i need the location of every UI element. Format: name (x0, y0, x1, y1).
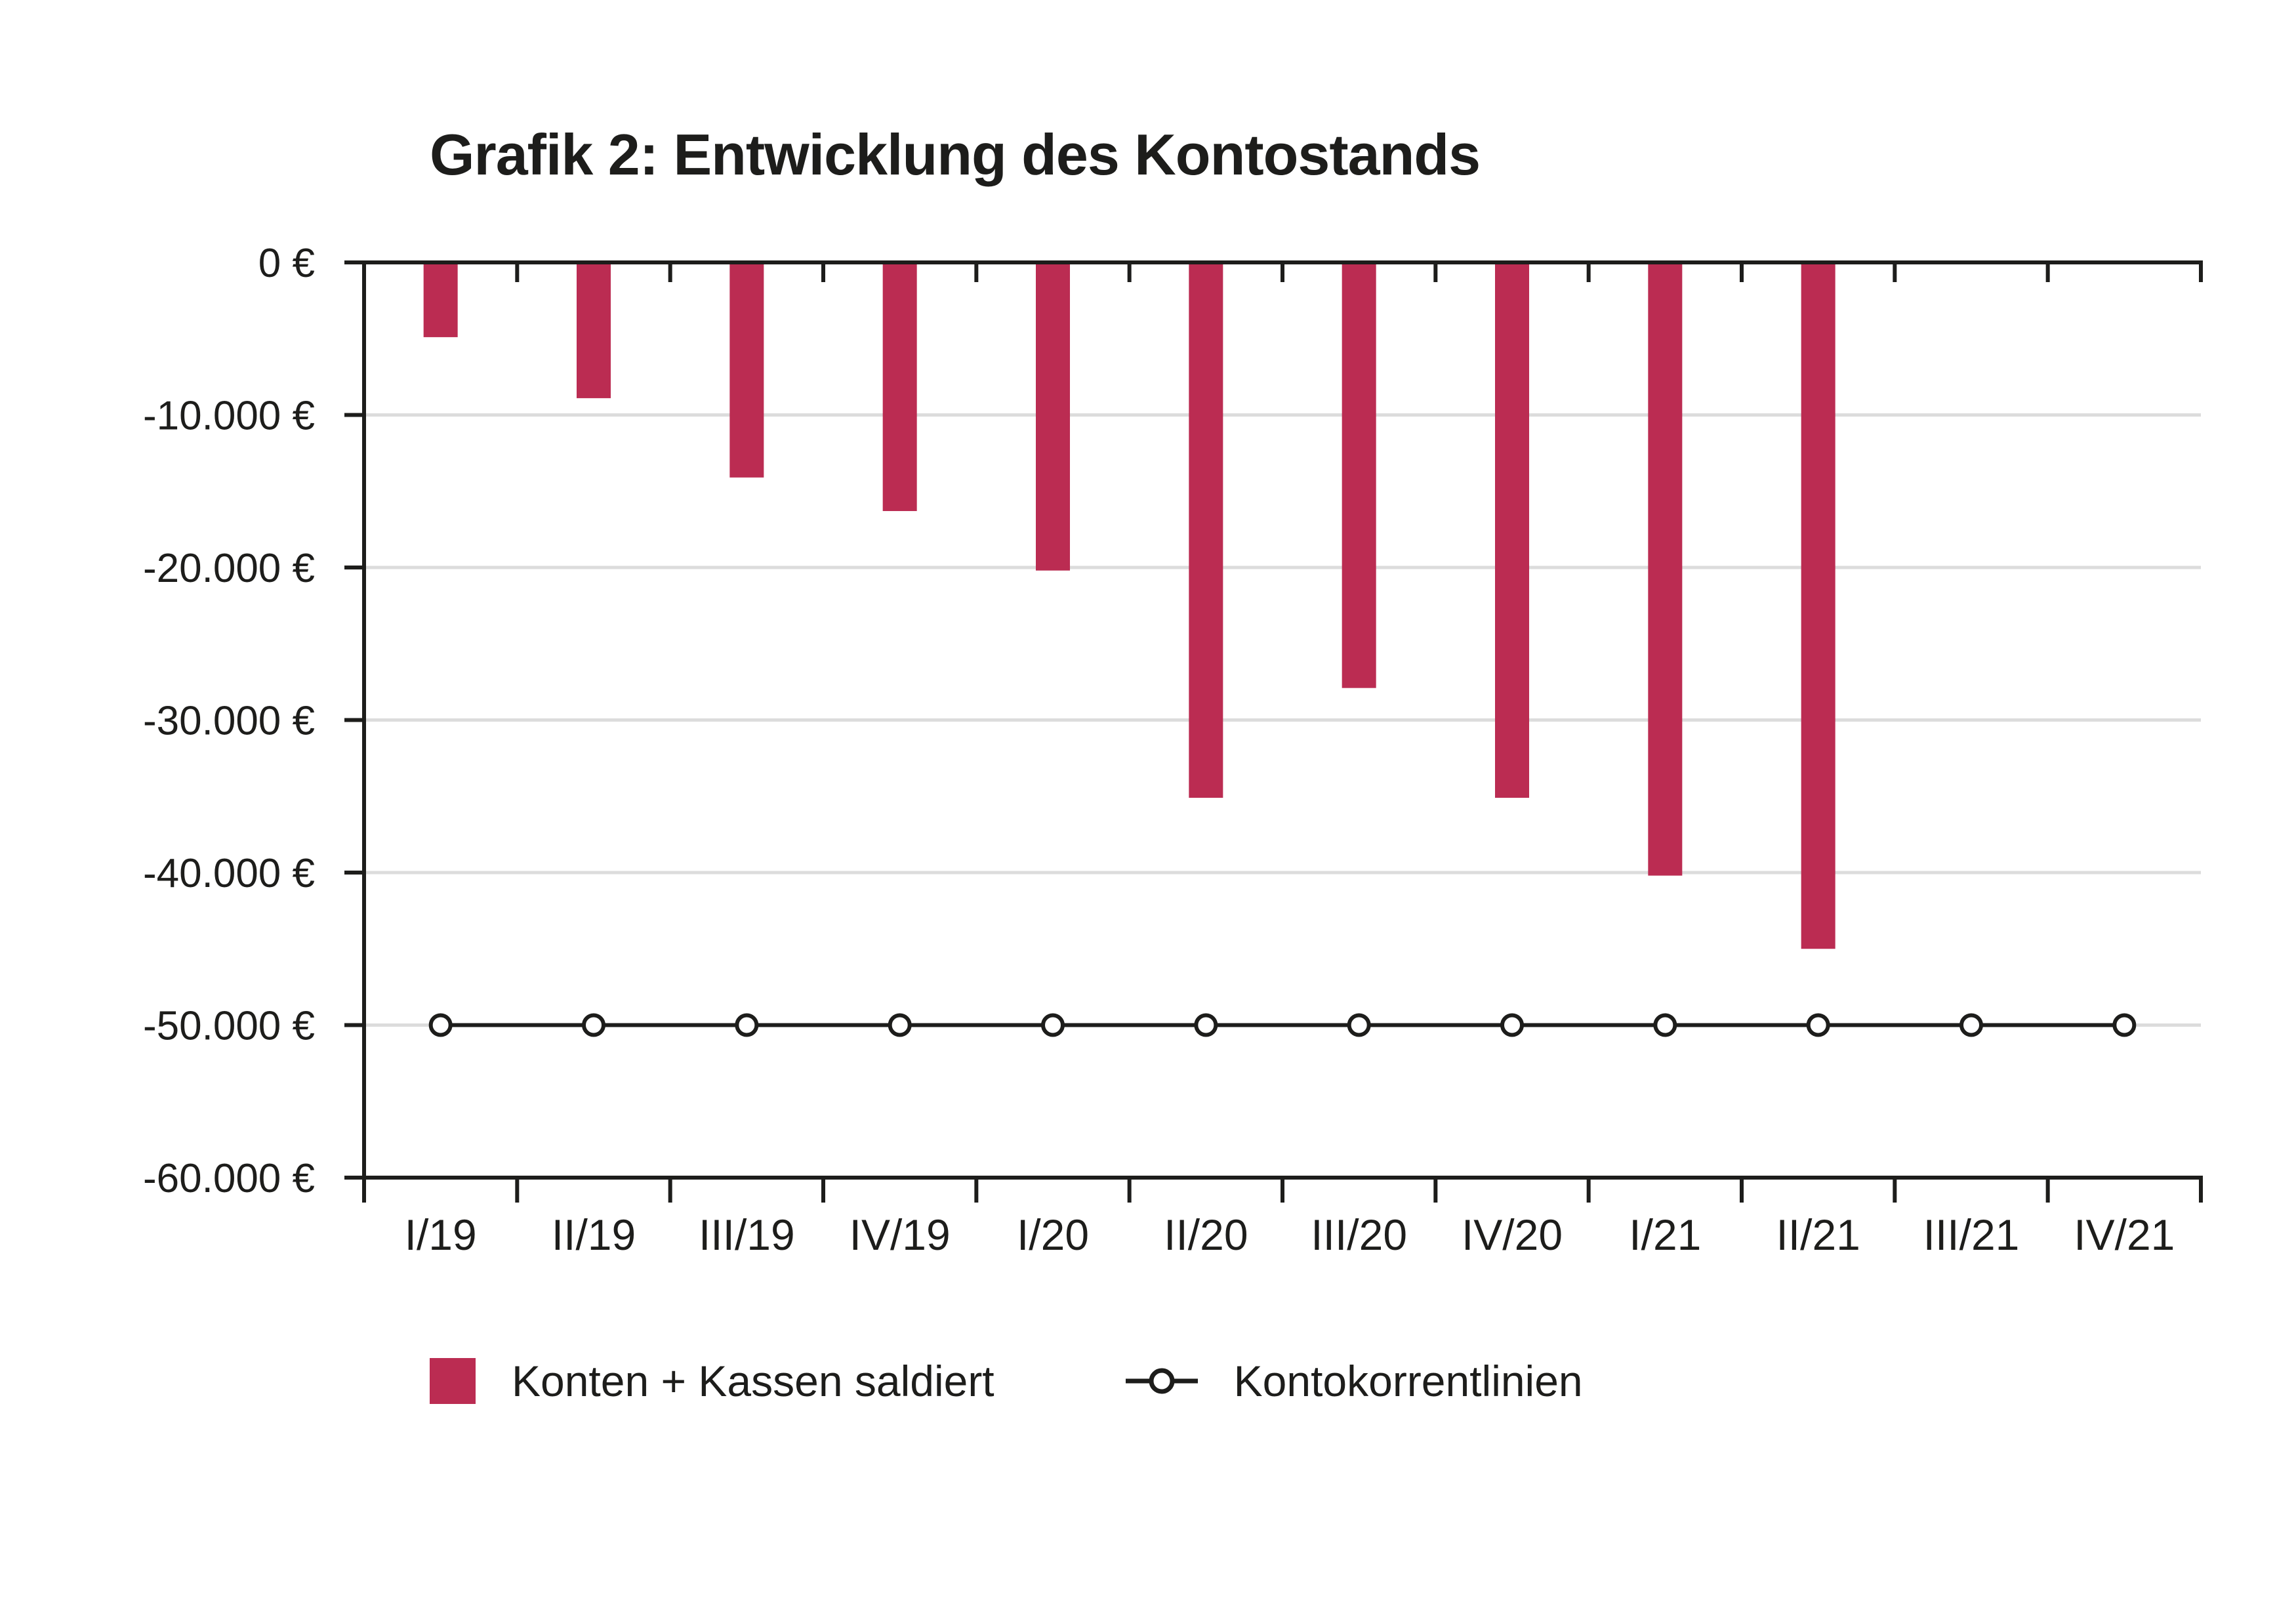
y-tick-label-5: -50.000 € (143, 1004, 315, 1049)
chart-title: Grafik 2: Entwicklung des Kontostands (430, 122, 1481, 187)
x-tick-label-IV/19: IV/19 (850, 1210, 951, 1259)
bar-III/19 (729, 262, 764, 478)
line-point-II/20 (1194, 1013, 1218, 1037)
line-point-I/20 (1041, 1013, 1065, 1037)
x-tick-label-IV/21: IV/21 (2074, 1210, 2175, 1259)
line-point-IV/20 (1500, 1013, 1524, 1037)
line-point-II/19 (582, 1013, 605, 1037)
legend-item-bars: Konten + Kassen saldiert (430, 1356, 994, 1406)
x-tick-label-II/19: II/19 (552, 1210, 636, 1259)
x-tick-label-III/19: III/19 (699, 1210, 795, 1259)
y-tick-label-0: 0 € (258, 241, 315, 286)
x-tick-label-IV/20: IV/20 (1462, 1210, 1563, 1259)
legend: Konten + Kassen saldiert Kontokorrentlin… (430, 1351, 1714, 1411)
line-point-I/19 (428, 1013, 453, 1037)
line-point-II/21 (1806, 1013, 1830, 1037)
bar-I/19 (423, 262, 458, 337)
x-tick-label-I/20: I/20 (1017, 1210, 1089, 1259)
bar-II/20 (1189, 262, 1223, 798)
legend-label-line: Kontokorrentlinien (1233, 1357, 1583, 1405)
x-tick-label-III/21: III/21 (1923, 1210, 2020, 1259)
legend-line-marker-icon (1125, 1368, 1198, 1394)
y-tick-label-1: -10.000 € (143, 394, 315, 439)
x-tick-label-I/19: I/19 (405, 1210, 477, 1259)
line-point-I/21 (1653, 1013, 1677, 1037)
legend-item-line: Kontokorrentlinien (1125, 1356, 1583, 1406)
y-tick-labels: 0 € -10.000 € -20.000 € -30.000 € -40.000 € -… (143, 241, 315, 1201)
bar-III/20 (1342, 262, 1376, 688)
line-point-III/21 (1959, 1013, 1983, 1037)
x-tick-label-II/20: II/20 (1164, 1210, 1248, 1259)
x-tick-label-II/21: II/21 (1776, 1210, 1860, 1259)
line-point-IV/19 (888, 1013, 912, 1037)
bar-I/20 (1036, 262, 1070, 571)
bar-IV/20 (1495, 262, 1529, 798)
line-series (428, 1013, 2137, 1037)
axes (344, 260, 2203, 1203)
line-point-III/19 (735, 1013, 759, 1037)
x-tick-label-III/20: III/20 (1311, 1210, 1407, 1259)
x-tick-labels: I/19 II/19 III/19 IV/19 I/20 II/20 III/20 IV/20… (405, 1210, 2175, 1259)
legend-swatch-bar (430, 1358, 476, 1404)
bar-I/21 (1648, 262, 1683, 876)
legend-label-bars: Konten + Kassen saldiert (512, 1357, 994, 1405)
bar-IV/19 (882, 262, 917, 511)
y-tick-label-4: -40.000 € (143, 851, 315, 896)
x-tick-label-I/21: I/21 (1629, 1210, 1701, 1259)
gridlines (364, 413, 2201, 1027)
line-point-III/20 (1347, 1013, 1371, 1037)
y-tick-label-2: -20.000 € (143, 546, 315, 591)
bar-II/19 (577, 262, 611, 398)
bar-II/21 (1801, 262, 1835, 949)
line-point-IV/21 (2112, 1013, 2137, 1037)
y-tick-label-3: -30.000 € (143, 699, 315, 744)
y-tick-label-6: -60.000 € (143, 1156, 315, 1201)
bar-series (423, 262, 1835, 949)
